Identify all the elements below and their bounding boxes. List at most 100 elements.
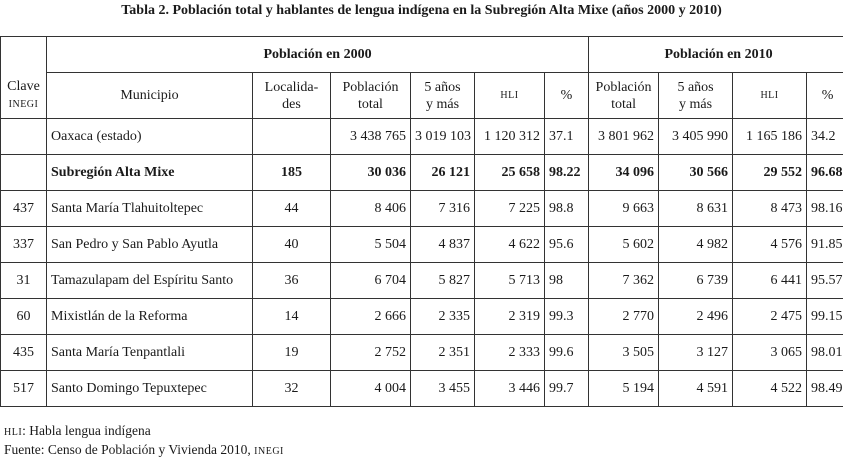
cell-poblacion-2000: 2 666 <box>330 298 411 335</box>
cell-pct-2000: 98.22 <box>543 154 590 191</box>
cell-pct-2010: 91.85 <box>806 226 843 263</box>
table-row: 435 Santa María Tenpantlali 19 2 752 2 351 2 … <box>0 334 843 371</box>
cell-hli-2000: 5 713 <box>474 262 545 299</box>
cell-pct-2010: 96.68 <box>806 154 843 191</box>
population-table: Población en 2000 Población en 2010 Clav… <box>0 36 843 407</box>
table-row: 60 Mixistlán de la Reforma 14 2 666 2 335 2 3… <box>0 298 843 335</box>
cell-poblacion-2000: 4 004 <box>330 370 411 407</box>
cell-pct-2010: 98.49 <box>806 370 843 407</box>
table-notes: HLI: Habla lengua indígena Fuente: Censo… <box>4 422 284 460</box>
cell-pct-2000: 99.3 <box>543 298 590 335</box>
col-hli-2000: HLI <box>474 72 545 119</box>
cell-localidades: 14 <box>252 298 331 335</box>
cell-hli-2010: 29 552 <box>732 154 808 191</box>
cell-localidades: 44 <box>252 190 331 227</box>
cell-municipio: Santo Domingo Tepuxtepec <box>46 370 253 407</box>
col-poblacion-total-2000: Población total <box>330 72 411 119</box>
col-pct-2000: % <box>543 72 590 119</box>
group-header-row: Población en 2000 Población en 2010 <box>0 36 843 73</box>
cell-pct-2000: 99.7 <box>543 370 590 407</box>
cell-clave: 435 <box>0 334 47 371</box>
table-row: Subregión Alta Mixe 185 30 036 26 121 25 658… <box>0 154 843 191</box>
cell-municipio: Subregión Alta Mixe <box>46 154 253 191</box>
cell-pct-2000: 37.1 <box>543 118 590 155</box>
header-poblacion-2000: Población en 2000 <box>45 36 590 73</box>
table-row: 517 Santo Domingo Tepuxtepec 32 4 004 3 455 3… <box>0 370 843 407</box>
cell-pct-2000: 95.6 <box>543 226 590 263</box>
cell-poblacion-2000: 2 752 <box>330 334 411 371</box>
cell-municipio: Santa María Tenpantlali <box>46 334 253 371</box>
cell-poblacion-2010: 5 602 <box>588 226 660 263</box>
cell-pct-2010: 95.57 <box>806 262 843 299</box>
cell-5-anos-2010: 3 405 990 <box>658 118 734 155</box>
cell-5-anos-2010: 30 566 <box>658 154 734 191</box>
col-hli-2010: HLI <box>732 72 808 119</box>
column-header-row: Clave INEGI Municipio Localida-des Poblac… <box>0 72 843 119</box>
table-row: 337 San Pedro y San Pablo Ayutla 40 5 504 4 … <box>0 226 843 263</box>
cell-pct-2000: 98.8 <box>543 190 590 227</box>
cell-poblacion-2010: 5 194 <box>588 370 660 407</box>
cell-localidades: 36 <box>252 262 331 299</box>
cell-municipio: Santa María Tlahuitoltepec <box>46 190 253 227</box>
cell-poblacion-2000: 5 504 <box>330 226 411 263</box>
cell-municipio: San Pedro y San Pablo Ayutla <box>46 226 253 263</box>
cell-5-anos-2010: 4 982 <box>658 226 734 263</box>
cell-hli-2010: 6 441 <box>732 262 808 299</box>
cell-hli-2000: 25 658 <box>474 154 545 191</box>
table-row: 437 Santa María Tlahuitoltepec 44 8 406 7 31… <box>0 190 843 227</box>
cell-hli-2010: 3 065 <box>732 334 808 371</box>
cell-5-anos-2000: 7 316 <box>410 190 475 227</box>
cell-poblacion-2010: 3 505 <box>588 334 660 371</box>
cell-clave: 60 <box>0 298 47 335</box>
table-row: 31 Tamazulapam del Espíritu Santo 36 6 704 5… <box>0 262 843 299</box>
cell-localidades: 40 <box>252 226 331 263</box>
cell-pct-2000: 98 <box>543 262 590 299</box>
cell-poblacion-2000: 30 036 <box>330 154 411 191</box>
table-row: Oaxaca (estado) 3 438 765 3 019 103 1 120 3… <box>0 118 843 155</box>
cell-5-anos-2000: 2 351 <box>410 334 475 371</box>
cell-hli-2010: 2 475 <box>732 298 808 335</box>
cell-poblacion-2000: 6 704 <box>330 262 411 299</box>
cell-5-anos-2010: 6 739 <box>658 262 734 299</box>
cell-clave: 517 <box>0 370 47 407</box>
cell-hli-2000: 2 333 <box>474 334 545 371</box>
cell-hli-2010: 4 522 <box>732 370 808 407</box>
cell-5-anos-2000: 26 121 <box>410 154 475 191</box>
col-poblacion-total-2010: Población total <box>588 72 660 119</box>
cell-municipio: Oaxaca (estado) <box>46 118 253 155</box>
cell-hli-2000: 4 622 <box>474 226 545 263</box>
cell-hli-2000: 2 319 <box>474 298 545 335</box>
cell-5-anos-2000: 5 827 <box>410 262 475 299</box>
cell-hli-2010: 1 165 186 <box>732 118 808 155</box>
header-poblacion-2010: Población en 2010 <box>588 36 843 73</box>
cell-hli-2000: 3 446 <box>474 370 545 407</box>
cell-hli-2000: 1 120 312 <box>474 118 545 155</box>
cell-localidades <box>252 118 331 155</box>
cell-clave <box>0 154 47 191</box>
cell-poblacion-2000: 3 438 765 <box>330 118 411 155</box>
cell-5-anos-2000: 2 335 <box>410 298 475 335</box>
cell-pct-2010: 34.2 <box>806 118 843 155</box>
source-note: Fuente: Censo de Población y Vivienda 20… <box>4 442 284 457</box>
cell-5-anos-2000: 3 019 103 <box>410 118 475 155</box>
cell-localidades: 19 <box>252 334 331 371</box>
cell-clave: 437 <box>0 190 47 227</box>
cell-5-anos-2010: 3 127 <box>658 334 734 371</box>
cell-pct-2010: 98.16 <box>806 190 843 227</box>
cell-5-anos-2010: 4 591 <box>658 370 734 407</box>
cell-pct-2010: 98.01 <box>806 334 843 371</box>
cell-hli-2010: 8 473 <box>732 190 808 227</box>
col-localidades: Localida-des <box>252 72 331 119</box>
cell-municipio: Mixistlán de la Reforma <box>46 298 253 335</box>
cell-poblacion-2010: 3 801 962 <box>588 118 660 155</box>
hli-note: HLI: Habla lengua indígena <box>4 423 151 438</box>
col-pct-2010: % <box>806 72 843 119</box>
cell-5-anos-2000: 3 455 <box>410 370 475 407</box>
cell-poblacion-2000: 8 406 <box>330 190 411 227</box>
cell-localidades: 185 <box>252 154 331 191</box>
col-clave: Clave INEGI <box>0 72 47 119</box>
col-5-anos-2010: 5 años y más <box>658 72 734 119</box>
table-title: Tabla 2. Población total y hablantes de … <box>121 3 722 18</box>
cell-clave <box>0 118 47 155</box>
cell-municipio: Tamazulapam del Espíritu Santo <box>46 262 253 299</box>
